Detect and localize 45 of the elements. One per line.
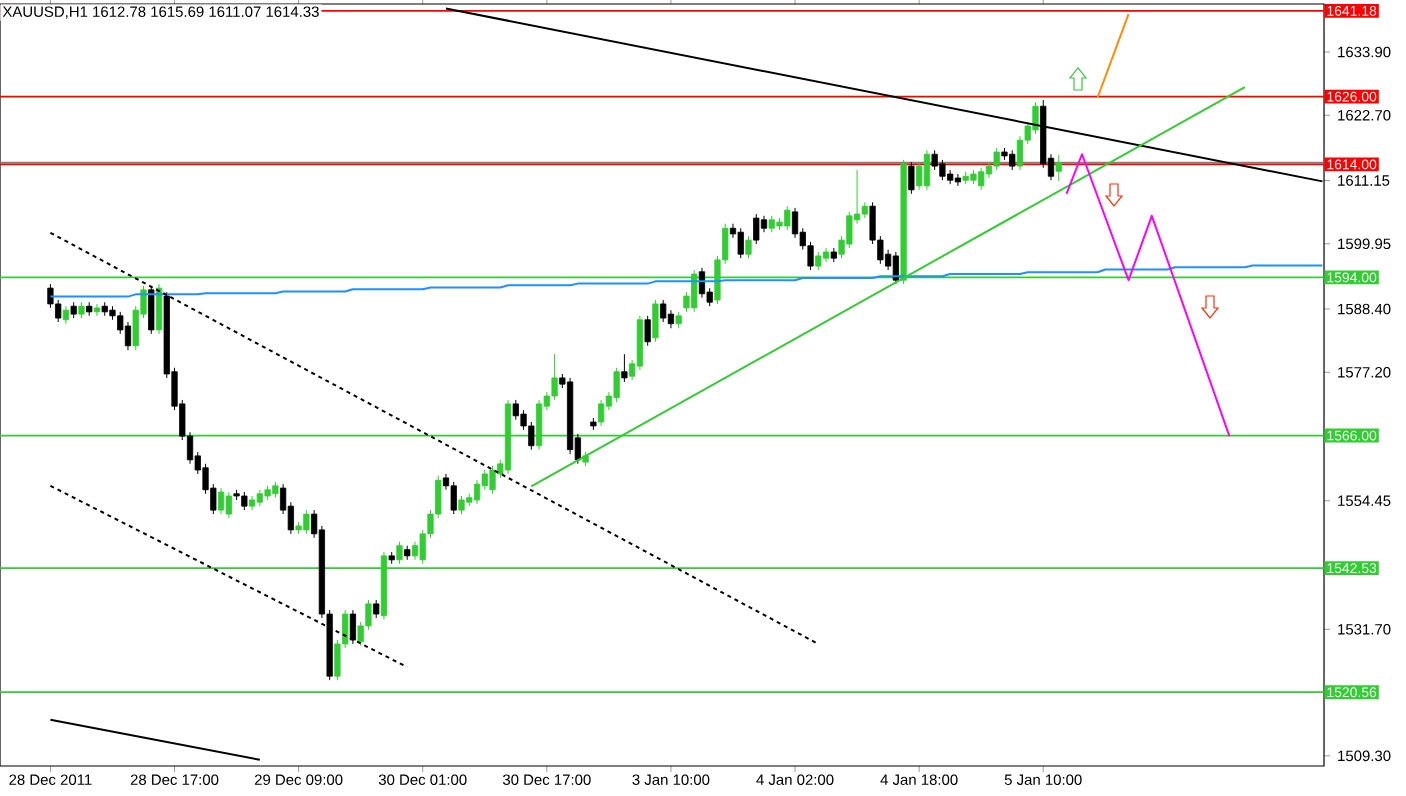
candlestick [458, 495, 465, 515]
candlestick [93, 303, 101, 317]
candlestick [815, 251, 822, 271]
candlestick [745, 235, 752, 259]
candlestick [155, 283, 163, 335]
candlestick [124, 321, 132, 351]
candlestick [613, 367, 620, 403]
candlestick [916, 161, 923, 191]
candlestick [450, 481, 457, 515]
candlestick [528, 421, 535, 451]
candlestick [411, 541, 419, 561]
candlestick [621, 353, 628, 383]
candlestick [652, 299, 659, 343]
candlestick [1055, 154, 1062, 182]
candlestick [939, 159, 946, 181]
candlestick [225, 491, 232, 519]
candlestick [791, 207, 799, 239]
candlestick [660, 299, 667, 323]
candlestick [512, 399, 519, 421]
candlestick [217, 487, 225, 515]
candlestick [892, 251, 899, 285]
candlestick [598, 399, 605, 427]
candlestick [753, 213, 760, 245]
candlestick [349, 609, 357, 645]
candlestick [373, 599, 380, 619]
candlestick [737, 227, 744, 259]
candlestick [667, 309, 675, 329]
candlestick [931, 149, 938, 171]
candlestick [551, 353, 558, 401]
candlestick [978, 167, 985, 191]
candlestick [644, 315, 651, 347]
candlestick [148, 285, 155, 335]
candlestick [784, 205, 791, 231]
candlestick [954, 173, 962, 187]
candlestick [923, 149, 930, 191]
candlestick [303, 509, 310, 535]
candlestick [241, 491, 248, 511]
line-series [1065, 153, 1231, 438]
candlestick [473, 479, 481, 505]
candlestick [993, 147, 1000, 171]
candlestick [1009, 149, 1016, 171]
candlestick [636, 315, 644, 371]
candlestick [489, 465, 496, 495]
candlestick [1032, 101, 1039, 135]
candlestick [908, 161, 915, 195]
